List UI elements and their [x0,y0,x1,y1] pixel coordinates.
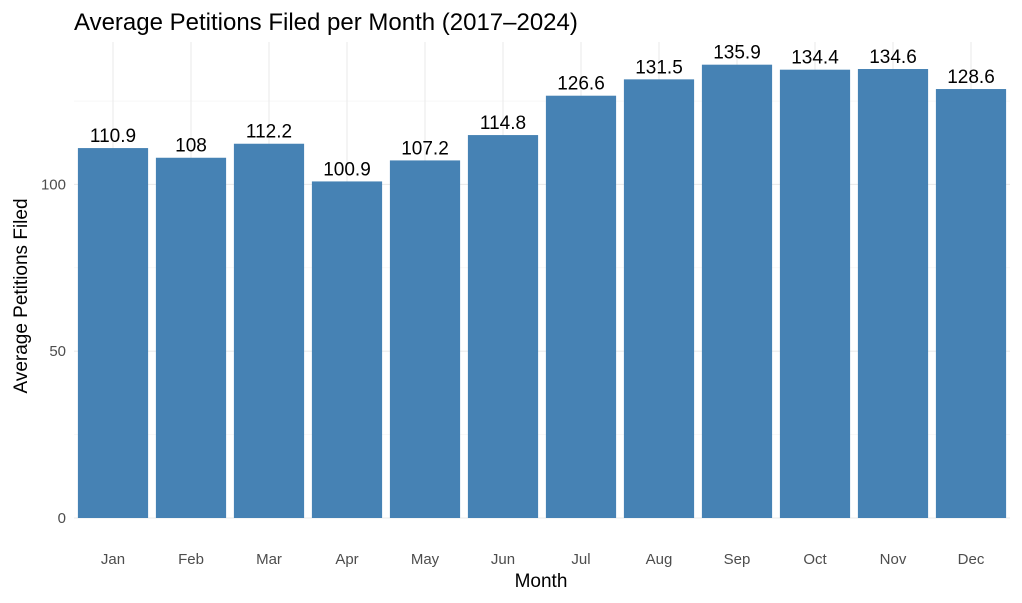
bars [77,64,1007,519]
bar-mar [233,143,305,518]
bar-may [389,160,461,518]
x-tick-label-feb: Feb [178,551,204,568]
y-axis-ticks: 0 50 100 [41,176,66,527]
bar-feb [155,157,227,518]
x-axis-ticks: Jan Feb Mar Apr May Jun Jul Aug Sep Oct Nov Dec [101,551,985,568]
x-tick-label-jun: Jun [491,551,515,568]
x-tick-label-mar: Mar [256,551,282,568]
data-label-jul: 126.6 [557,74,605,95]
x-axis-title: Month [515,571,568,592]
x-tick-label-dec: Dec [958,551,985,568]
x-tick-label-nov: Nov [880,551,907,568]
bar-oct [779,69,851,518]
x-tick-label-jan: Jan [101,551,125,568]
y-tick-label: 50 [49,343,66,360]
bar-dec [935,89,1007,519]
data-labels: 110.9 108 112.2 100.9 107.2 114.8 126.6 131.5 13… [90,43,995,181]
bar-jun [467,135,539,518]
x-tick-label-aug: Aug [646,551,673,568]
y-axis-title: Average Petitions Filed [11,198,32,393]
data-label-feb: 108 [175,136,207,157]
data-label-jun: 114.8 [480,113,526,134]
data-label-sep: 135.9 [713,43,761,64]
x-tick-label-apr: Apr [335,551,358,568]
data-label-nov: 134.6 [869,47,917,68]
bar-jan [77,148,149,518]
x-tick-label-may: May [411,551,440,568]
data-label-oct: 134.4 [791,48,839,69]
data-label-aug: 131.5 [635,57,683,78]
data-label-apr: 100.9 [323,159,371,180]
x-tick-label-oct: Oct [803,551,827,568]
bar-apr [311,181,383,518]
x-tick-label-sep: Sep [724,551,751,568]
y-tick-label: 100 [41,176,66,193]
chart-title: Average Petitions Filed per Month (2017–… [74,9,578,36]
x-tick-label-jul: Jul [571,551,590,568]
bar-nov [857,69,929,518]
data-label-dec: 128.6 [947,67,995,88]
bar-sep [701,64,773,518]
data-label-may: 107.2 [401,138,449,159]
bar-jul [545,95,617,518]
bar-aug [623,79,695,518]
data-label-mar: 112.2 [246,122,292,143]
data-label-jan: 110.9 [90,126,136,147]
y-tick-label: 0 [58,510,66,527]
